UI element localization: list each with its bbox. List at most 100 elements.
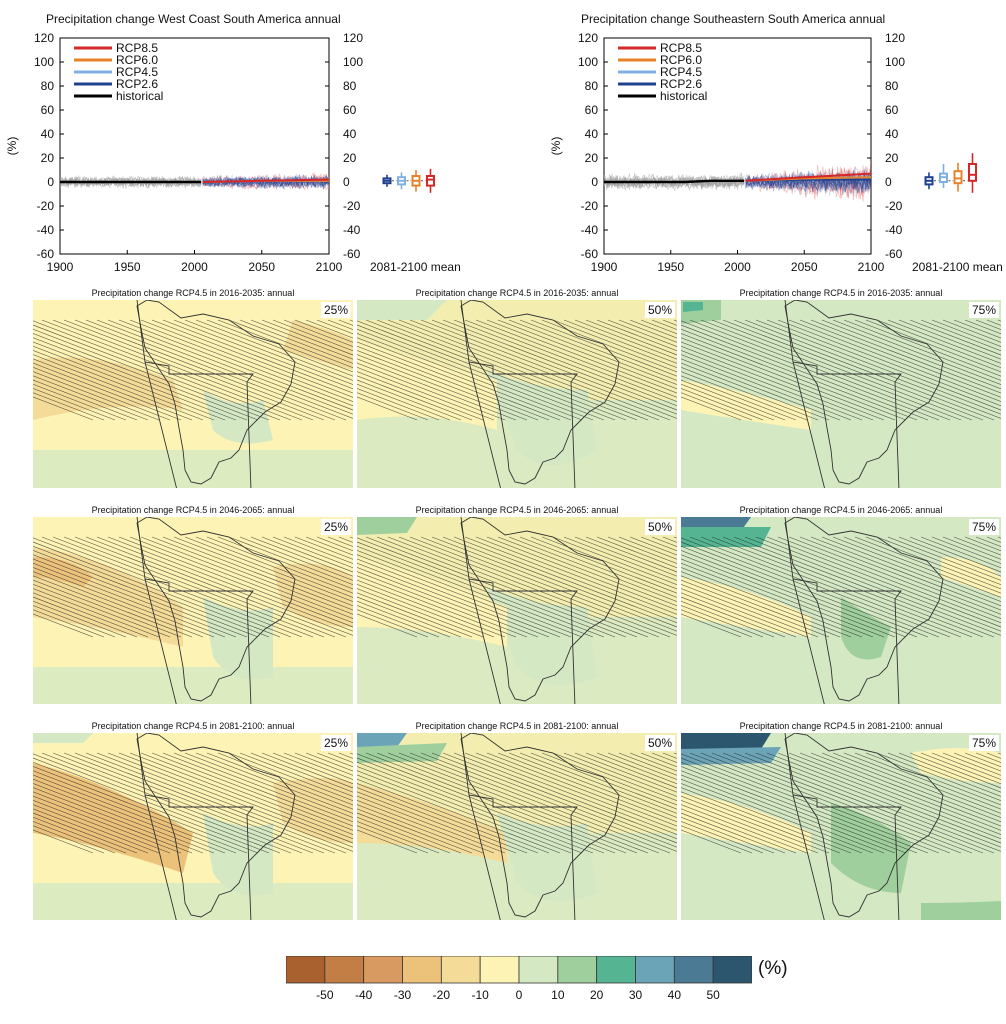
- hatching: [357, 536, 677, 638]
- colorbar-segment: [402, 956, 442, 984]
- map-title: Precipitation change RCP4.5 in 2081-2100…: [415, 721, 619, 731]
- timeseries-west-coast: Precipitation change West Coast South Am…: [0, 0, 503, 280]
- map-panel: 25%: [33, 300, 353, 488]
- y-tick-label: -20: [37, 199, 55, 213]
- map-field: [357, 733, 677, 920]
- y-tick-label-right: 60: [343, 103, 357, 117]
- boxplot-rcp45: [392, 172, 406, 190]
- x-tick-label: 1950: [657, 260, 684, 274]
- x-tick-label: 1900: [47, 260, 74, 274]
- legend-label: RCP2.6: [116, 77, 158, 91]
- boxplot-rcp26: [924, 172, 934, 190]
- coastline: [136, 300, 296, 485]
- region-outline: [784, 300, 902, 488]
- y-tick-label-right: 20: [343, 151, 357, 165]
- percentile-label: 25%: [320, 302, 351, 318]
- colorbar-unit: (%): [758, 958, 788, 979]
- coastline: [784, 300, 944, 485]
- boxplot-rcp26: [382, 174, 392, 187]
- colorbar: [286, 956, 752, 984]
- colorbar-segment: [479, 956, 520, 984]
- y-axis-label: (%): [549, 137, 563, 156]
- colorbar-segment: [518, 956, 559, 984]
- x-tick-label: 1950: [114, 260, 141, 274]
- y-tick-label-right: 120: [343, 31, 363, 45]
- y-tick-label: 80: [41, 79, 55, 93]
- colorbar-tick-label: -10: [471, 988, 489, 1002]
- colorbar-tick-label: 30: [628, 988, 643, 1002]
- map-panel: 75%: [681, 733, 1001, 920]
- coastline: [460, 300, 620, 485]
- hatching: [357, 752, 677, 854]
- map-field: [357, 517, 677, 704]
- boxplot-rcp60: [948, 162, 963, 192]
- colorbar-segment: [440, 956, 481, 984]
- timeseries-southeastern: Precipitation change Southeastern South …: [503, 0, 1006, 280]
- y-tick-label: -60: [581, 247, 599, 261]
- legend-label: RCP6.0: [116, 53, 158, 67]
- percentile-label: 50%: [644, 519, 675, 535]
- y-tick-label: -40: [37, 223, 55, 237]
- legend-label: RCP4.5: [660, 65, 702, 79]
- series-line-rcp85: [745, 172, 872, 182]
- y-axis-label: (%): [5, 137, 19, 156]
- y-tick-label: 120: [34, 31, 54, 45]
- region-outline: [460, 733, 578, 920]
- y-tick-label-right: 120: [885, 31, 905, 45]
- y-tick-label: 40: [41, 127, 55, 141]
- y-tick-label-right: 40: [885, 127, 899, 141]
- colorbar-segment: [712, 956, 752, 984]
- region-outline: [460, 300, 578, 488]
- region-outline: [784, 733, 902, 920]
- map-field: [357, 300, 677, 488]
- y-tick-label-right: 0: [885, 175, 892, 189]
- y-tick-label: 60: [41, 103, 55, 117]
- hatching: [357, 319, 677, 421]
- y-tick-label: -40: [581, 223, 599, 237]
- percentile-label: 75%: [968, 302, 999, 318]
- map-panel: 50%: [357, 733, 677, 920]
- y-tick-label-right: 40: [343, 127, 357, 141]
- boxplot-period-label: 2081-2100 mean: [370, 260, 461, 274]
- colorbar-tick-label: -30: [393, 988, 412, 1002]
- colorbar-tick-label: 20: [589, 988, 604, 1002]
- coastline: [460, 517, 620, 702]
- legend-label: RCP4.5: [116, 65, 158, 79]
- ts-title-southeastern: Precipitation change Southeastern South …: [581, 12, 886, 26]
- percentile-label: 25%: [320, 519, 351, 535]
- plot-frame: [59, 37, 330, 255]
- map-field: [33, 517, 353, 704]
- hatching: [33, 319, 353, 421]
- map-panel: 25%: [33, 517, 353, 704]
- y-tick-label-right: -40: [343, 223, 361, 237]
- boxplot-rcp85: [421, 168, 435, 193]
- coastline: [136, 733, 296, 918]
- x-tick-label: 2000: [724, 260, 751, 274]
- y-tick-label-right: 80: [343, 79, 357, 93]
- percentile-label: 75%: [968, 735, 999, 751]
- y-tick-label-right: -20: [885, 199, 903, 213]
- map-field: [681, 517, 1001, 704]
- region-outline: [784, 517, 902, 704]
- y-tick-label: 100: [34, 55, 54, 69]
- percentile-label: 50%: [644, 302, 675, 318]
- boxplot-period-label: 2081-2100 mean: [912, 260, 1003, 274]
- hatching: [681, 536, 1001, 638]
- map-panel: 50%: [357, 517, 677, 704]
- series-line-rcp85: [202, 178, 330, 183]
- map-title: Precipitation change RCP4.5 in 2016-2035…: [91, 288, 295, 298]
- y-tick-label: -20: [581, 199, 599, 213]
- legend-label: RCP8.5: [116, 41, 158, 55]
- y-tick-label: 80: [585, 79, 599, 93]
- y-tick-label: 100: [578, 55, 598, 69]
- y-tick-label-right: 20: [885, 151, 899, 165]
- map-title: Precipitation change RCP4.5 in 2046-2065…: [739, 505, 943, 515]
- y-tick-label: 0: [591, 175, 598, 189]
- region-outline: [460, 517, 578, 704]
- colorbar-segment: [673, 956, 714, 984]
- percentile-label: 25%: [320, 735, 351, 751]
- coastline: [784, 733, 944, 918]
- map-title: Precipitation change RCP4.5 in 2016-2035…: [739, 288, 943, 298]
- map-panel: 50%: [357, 300, 677, 488]
- map-panel: 75%: [681, 517, 1001, 704]
